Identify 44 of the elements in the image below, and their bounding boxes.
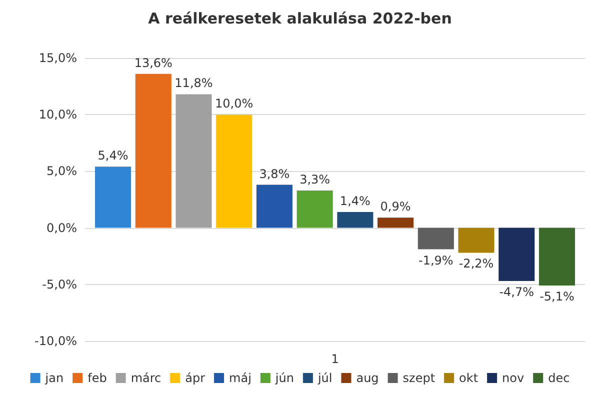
chart-title: A reálkeresetek alakulása 2022-ben: [148, 10, 452, 28]
legend-label: szept: [402, 371, 436, 385]
bar: [296, 190, 333, 228]
legend-label: feb: [88, 371, 107, 385]
data-label: 13,6%: [134, 56, 172, 70]
bar: [418, 228, 454, 250]
bar: [337, 212, 374, 228]
data-label: 0,9%: [380, 200, 411, 214]
data-label: -2,2%: [458, 256, 494, 271]
data-label: 11,8%: [174, 76, 213, 90]
data-label: -5,1%: [540, 290, 574, 304]
y-tick-label: 15,0%: [38, 51, 77, 65]
legend-label: nov: [502, 371, 524, 385]
legend-label: máj: [229, 371, 252, 385]
data-label: -1,9%: [418, 253, 454, 268]
bar: [458, 228, 494, 253]
data-label: 10,0%: [215, 96, 254, 111]
legend-label: ápr: [185, 371, 206, 385]
legend-label: okt: [459, 371, 478, 385]
legend-label: dec: [548, 371, 570, 385]
bar: [176, 94, 212, 228]
bar: [216, 114, 252, 228]
bar: [538, 228, 575, 286]
legend-label: jún: [274, 371, 294, 385]
legend-label: márc: [130, 371, 162, 385]
bar: [378, 218, 414, 228]
bar: [135, 74, 172, 228]
y-tick-label: -5,0%: [42, 277, 77, 292]
data-label: 1,4%: [340, 194, 370, 208]
bar: [498, 228, 535, 282]
y-tick-label: -10,0%: [34, 334, 77, 348]
data-label: -4,7%: [499, 285, 534, 300]
data-label: 3,3%: [300, 172, 330, 186]
y-tick-label: 0,0%: [46, 220, 77, 235]
y-tick-label: 5,0%: [46, 164, 77, 178]
legend-label: jan: [44, 371, 64, 385]
bar: [256, 184, 292, 228]
data-label: 3,8%: [259, 166, 290, 181]
legend-label: júl: [316, 371, 332, 385]
y-tick-label: 10,0%: [38, 108, 77, 122]
data-label: 5,4%: [98, 148, 128, 163]
legend-label: aug: [356, 371, 379, 385]
x-tick-label: 1: [331, 352, 339, 366]
bar: [95, 166, 132, 228]
